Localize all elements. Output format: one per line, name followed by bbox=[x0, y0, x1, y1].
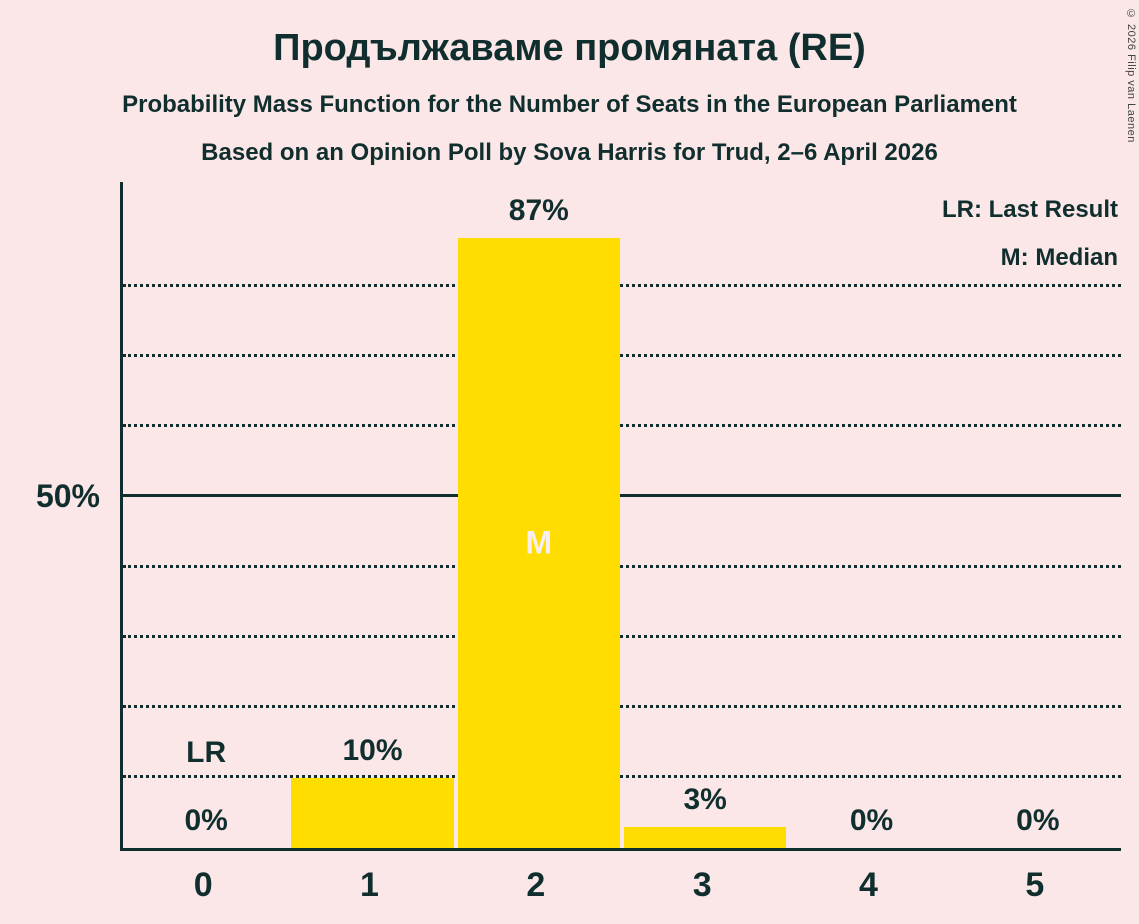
chart-subtitle-pmf: Probability Mass Function for the Number… bbox=[122, 91, 1017, 118]
copyright-notice: © 2026 Filip van Laenen bbox=[1125, 8, 1137, 143]
last-result-marker: LR bbox=[186, 736, 227, 769]
bar-value-label-3: 3% bbox=[683, 782, 727, 816]
bar-value-label-5: 0% bbox=[1016, 804, 1060, 837]
x-axis-label-2: 2 bbox=[526, 866, 546, 904]
x-axis-label-1: 1 bbox=[360, 866, 379, 904]
chart-title: Продължаваме промяната (RE) bbox=[273, 27, 866, 69]
gridline-60pct bbox=[123, 424, 1121, 428]
plot-area: 0% 10% 87% 3% 0% 0% M LR bbox=[120, 182, 1121, 851]
legend-last-result: LR: Last Result bbox=[941, 196, 1118, 223]
chart-subtitle-poll: Based on an Opinion Poll by Sova Harris … bbox=[201, 139, 938, 166]
bar-value-label-4: 0% bbox=[849, 804, 894, 837]
x-axis-label-3: 3 bbox=[692, 866, 712, 904]
bar-value-label-2: 87% bbox=[508, 194, 569, 228]
bar-value-label-1: 10% bbox=[342, 733, 403, 767]
gridline-10pct bbox=[123, 774, 1121, 778]
bar-seats-1 bbox=[291, 777, 454, 848]
median-marker: M bbox=[525, 524, 553, 561]
bar-seats-2 bbox=[457, 238, 620, 848]
gridline-30pct bbox=[123, 634, 1121, 638]
gridline-20pct bbox=[123, 704, 1121, 708]
legend: LR: Last Result M: Median bbox=[942, 186, 1118, 282]
gridline-70pct bbox=[123, 354, 1121, 358]
gridline-50pct bbox=[123, 494, 1121, 498]
gridline-40pct bbox=[123, 564, 1121, 568]
x-axis-label-5: 5 bbox=[1025, 866, 1045, 904]
legend-median: M: Median bbox=[1000, 244, 1118, 271]
y-axis-tick-50: 50% bbox=[35, 478, 100, 514]
x-axis-labels: 0 1 2 3 4 5 bbox=[120, 866, 1118, 922]
gridline-80pct bbox=[123, 284, 1121, 288]
bar-value-label-0: 0% bbox=[184, 804, 228, 837]
x-axis-label-0: 0 bbox=[193, 866, 213, 904]
x-axis-label-4: 4 bbox=[859, 866, 878, 904]
bar-seats-3 bbox=[624, 826, 787, 848]
